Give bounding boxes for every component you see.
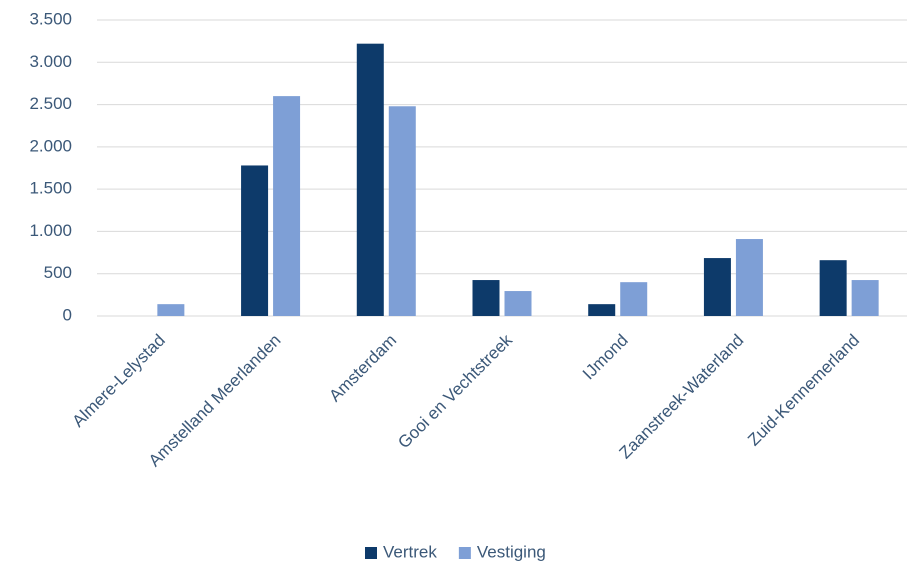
bar [504,291,532,316]
bar [388,106,416,317]
bar [819,260,847,316]
bar [356,43,384,317]
bar [735,239,763,316]
x-tick-label: Amstelland Meerlanden [145,331,285,471]
y-tick-label: 3.000 [29,52,72,71]
x-tick-label: Almere-Lelystad [69,331,169,431]
y-tick-label: 1.000 [29,221,72,240]
x-tick-label: Gooi en Vechtstreek [394,330,516,452]
bar [620,282,648,316]
legend-label: Vestiging [477,542,546,561]
y-tick-label: 0 [63,305,72,324]
bar [273,96,301,316]
legend-swatch [458,547,471,559]
x-tick-label: Zuid-Kennemerland [744,331,863,450]
y-tick-label: 3.500 [29,9,72,28]
bar [851,280,879,316]
bar [588,304,616,316]
x-tick-label: Amsterdam [325,331,400,406]
bar [703,258,731,316]
y-tick-label: 2.000 [29,136,72,155]
x-tick-label: Zaanstreek-Waterland [616,331,748,463]
legend-swatch [365,547,377,559]
bar [157,304,185,316]
legend-label: Vertrek [383,542,437,561]
y-tick-label: 1.500 [29,179,72,198]
bar [472,280,500,316]
y-tick-label: 2.500 [29,94,72,113]
x-tick-label: IJmond [579,331,632,384]
bar [241,165,269,316]
y-tick-label: 500 [44,263,72,282]
